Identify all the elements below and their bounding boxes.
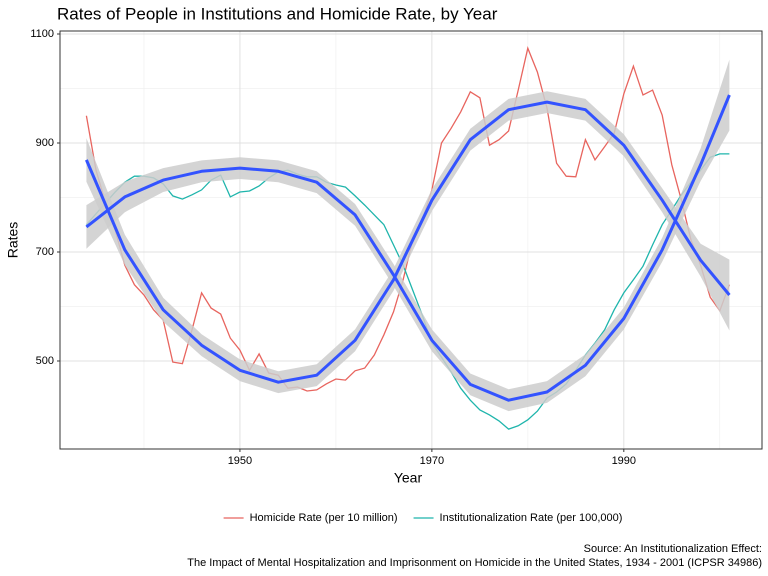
confidence-band <box>86 59 730 412</box>
y-tick-label: 1100 <box>30 28 54 40</box>
caption: Source: An Institutionalization Effect: <box>584 543 762 555</box>
caption: The Impact of Mental Hospitalization and… <box>187 557 762 569</box>
legend-label: Institutionalization Rate (per 100,000) <box>440 512 623 524</box>
x-tick-label: 1950 <box>228 455 252 467</box>
y-axis-label: Rates <box>5 222 21 259</box>
y-tick-label: 700 <box>36 246 54 258</box>
x-axis-label: Year <box>394 470 423 486</box>
chart-title: Rates of People in Institutions and Homi… <box>57 4 498 23</box>
smooth-line <box>85 94 731 402</box>
legend-label: Homicide Rate (per 10 million) <box>250 512 398 524</box>
plot-border <box>59 30 763 450</box>
series-line <box>85 153 730 430</box>
y-tick-label: 900 <box>36 137 54 149</box>
y-tick-label: 500 <box>36 355 54 367</box>
legend: Homicide Rate (per 10 million) Institutio… <box>223 512 623 524</box>
smooth-line <box>85 100 731 384</box>
confidence-band <box>86 91 730 394</box>
x-tick-label: 1970 <box>420 455 444 467</box>
x-tick-label: 1990 <box>612 455 636 467</box>
series-line <box>85 46 731 392</box>
